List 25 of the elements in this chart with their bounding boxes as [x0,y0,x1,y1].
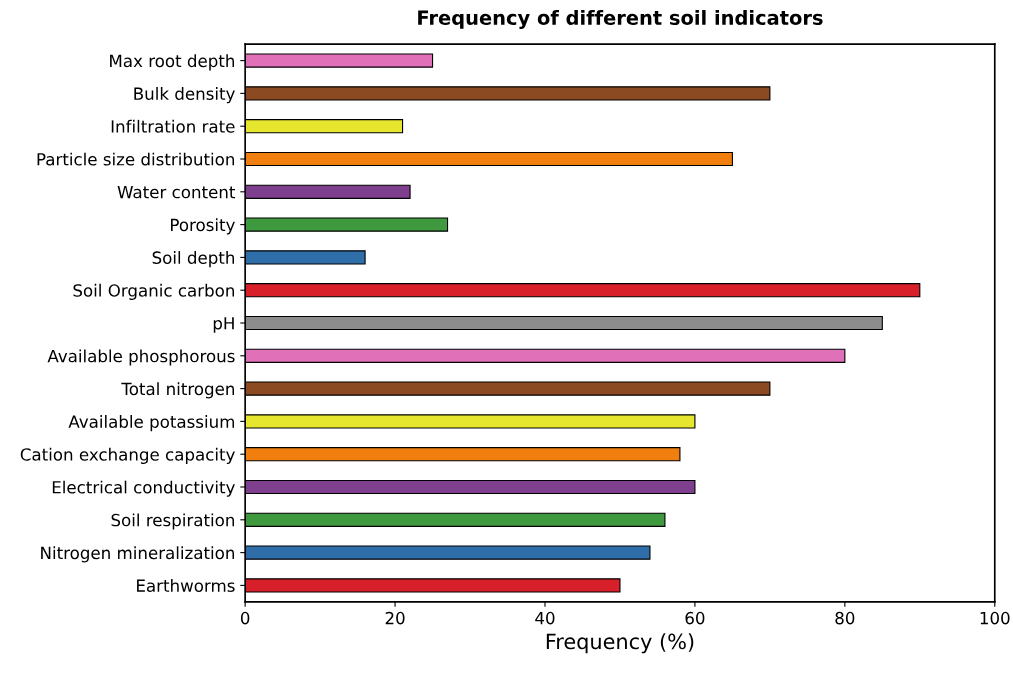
y-tick-label: Max root depth [110,54,235,71]
x-tick-label: 60 [685,611,705,625]
x-tick-label: 80 [835,611,855,625]
y-tick-label: Bulk density [134,87,235,104]
y-tick-label: Total nitrogen [121,382,235,399]
x-tick-label: 20 [385,611,405,625]
y-tick-label: Available phosphorous [47,349,235,366]
y-tick-label: Soil depth [152,251,235,268]
y-tick-label: Electrical conductivity [52,480,235,497]
y-tick-label: Porosity [171,218,235,235]
y-tick-label: Infiltration rate [111,119,235,133]
x-tick-label: 100 [980,611,1010,625]
y-tick-label: Soil respiration [111,513,235,530]
y-tick-label: Particle size distribution [37,152,235,166]
x-tick-label: 40 [535,611,555,625]
y-tick-label: Nitrogen mineralization [41,546,235,563]
y-tick-label: Water content [117,185,236,199]
y-tick-label: pH [213,317,234,333]
chart-title: Frequency of different soil indicators [418,9,823,29]
x-axis-title: Frequency (%) [546,633,694,654]
y-tick-label: Soil Organic carbon [73,283,235,300]
x-tick-label: 0 [240,611,250,625]
y-tick-label: Available potassium [68,415,235,432]
y-tick-label: Earthworms [137,579,235,592]
y-tick-label: Cation exchange capacity [20,447,235,464]
